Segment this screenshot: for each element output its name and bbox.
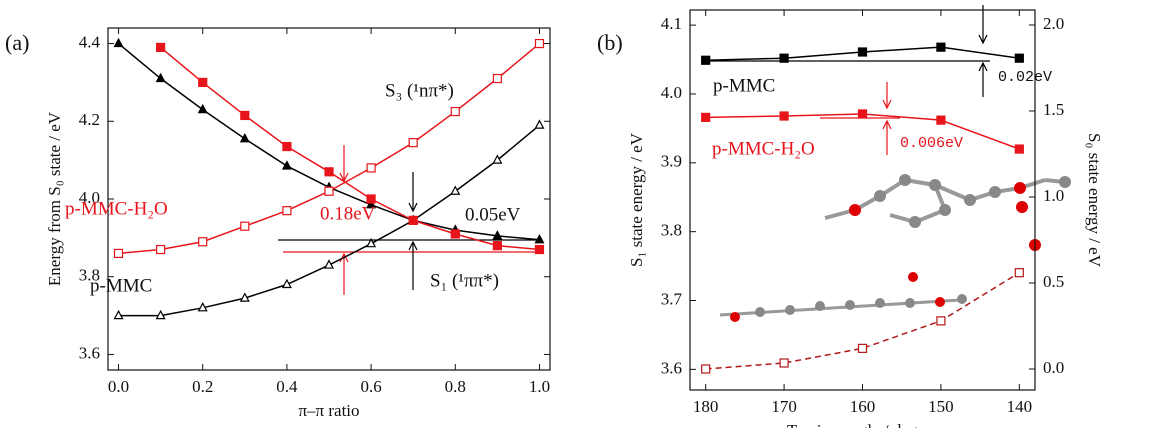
marker [367,195,375,203]
x-tick-label: 1.0 [529,377,550,396]
molecule-1 [825,174,1071,251]
marker [859,48,867,56]
marker [325,187,333,195]
marker [780,359,788,367]
panel-label: (a) [5,30,29,55]
y2-tick-label: 1.0 [1043,186,1064,205]
marker [199,78,207,86]
y2-axis-label: S₀ state energy / eV [1085,133,1104,268]
annotation: 0.05eV [465,204,521,225]
y-tick-label: 3.6 [79,343,100,362]
marker [702,113,710,121]
marker [367,164,375,172]
y2-tick-label: 0.5 [1043,272,1064,291]
marker [451,108,459,116]
marker [283,161,291,169]
marker [702,56,710,64]
marker [157,246,165,254]
x-axis-label: π–π ratio [298,401,359,420]
marker [1015,269,1023,277]
x-tick-label: 0.2 [192,377,213,396]
x-tick-label: 160 [850,397,876,416]
y2-tick-label: 2.0 [1043,14,1064,33]
y-axis-label: S₁ state energy / eV [627,132,646,267]
marker [1015,145,1023,153]
annotation: 0.006eV [900,135,963,152]
marker [859,110,867,118]
y2-tick-label: 0.0 [1043,358,1064,377]
marker [937,317,945,325]
marker [702,365,710,373]
marker [493,156,501,164]
molecule-2 [720,272,967,322]
panel-label: (b) [597,30,623,55]
marker [451,187,459,195]
x-tick-label: 0.6 [360,377,381,396]
y-tick-label: 4.0 [661,83,682,102]
y-tick-label: 3.8 [661,221,682,240]
annotation: p-MMC-H₂O [65,198,168,219]
marker [451,230,459,238]
x-tick-label: 150 [928,397,954,416]
marker [493,242,501,250]
marker [157,74,165,82]
marker [409,139,417,147]
marker [409,216,417,224]
marker [283,207,291,215]
marker [241,222,249,230]
x-tick-label: 180 [693,397,719,416]
x-tick-label: 170 [771,397,797,416]
x-tick-label: 0.0 [108,377,129,396]
marker [859,344,867,352]
marker [1015,54,1023,62]
marker [937,116,945,124]
marker [199,238,207,246]
marker [780,112,788,120]
marker [115,249,123,257]
annotation: p-MMC-H₂O [712,138,815,159]
marker [493,75,501,83]
marker [535,246,543,254]
x-axis-label: Torsion angle / degree [787,421,938,428]
marker [241,134,249,142]
annotation: S₁ (¹ππ*) [430,270,499,291]
annotation: 0.02eV [998,69,1052,86]
y2-tick-label: 1.5 [1043,100,1064,119]
y-tick-label: 4.1 [661,14,682,33]
figure: 0.0 0.2 0.4 0.6 0.8 1.0 3.6 3.8 4.0 4.2 4.4 π–π rat… [0,0,1174,428]
marker [780,54,788,62]
y-tick-label: 3.6 [661,358,682,377]
x-tick-label: 0.8 [445,377,466,396]
x-tick-label: 0.4 [276,377,298,396]
marker [325,168,333,176]
annotation: p-MMC [90,275,152,296]
annotation: 0.18eV [320,203,376,224]
plot-frame [108,28,550,370]
annotation: S₃ (¹nπ*) [385,80,454,101]
marker [535,121,543,129]
x-tick-label: 140 [1007,397,1033,416]
marker [283,143,291,151]
series-line [706,273,1020,369]
annotation: p-MMC [713,75,775,96]
marker [199,105,207,113]
y-tick-label: 3.7 [661,289,683,308]
y-tick-label: 4.2 [79,110,100,129]
marker [535,40,543,48]
y-axis-label: Energy from S₀ state / eV [45,111,64,286]
y-tick-label: 3.9 [661,152,682,171]
marker [115,39,123,47]
marker [937,43,945,51]
marker [157,43,165,51]
marker [241,111,249,119]
y-tick-label: 4.4 [79,32,101,51]
